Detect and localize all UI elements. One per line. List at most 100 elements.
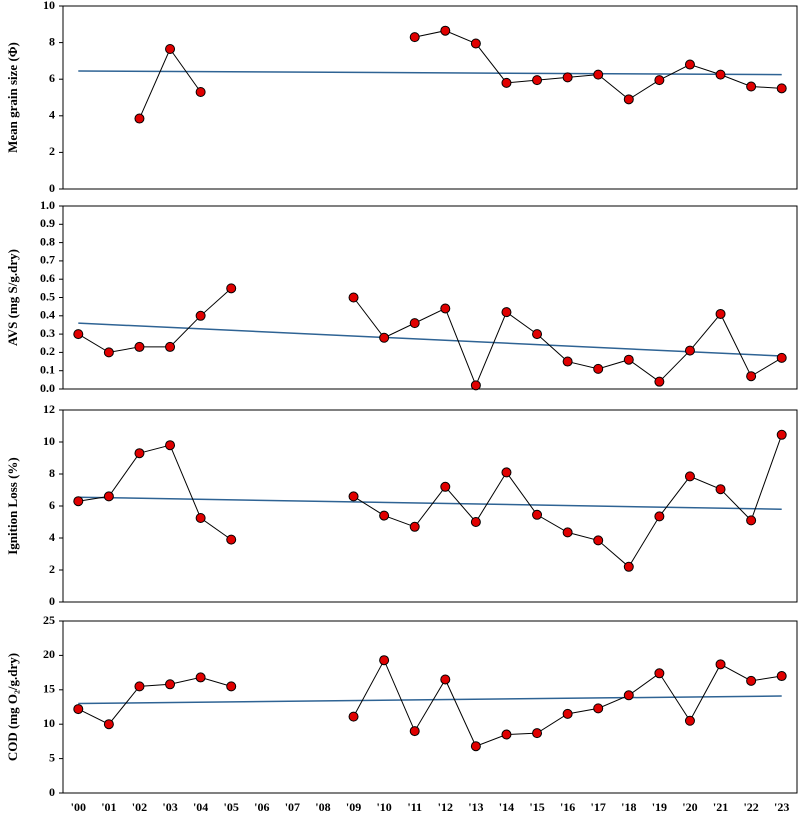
x-tick-label: '00 bbox=[71, 800, 86, 814]
data-point bbox=[623, 690, 634, 701]
data-point bbox=[715, 308, 726, 319]
x-tick-label: '18 bbox=[621, 800, 636, 814]
data-point bbox=[501, 467, 512, 478]
data-point bbox=[165, 341, 176, 352]
plot-frame bbox=[62, 5, 798, 190]
x-tick-label: '04 bbox=[193, 800, 208, 814]
y-axis-label: Mean grain size (Φ) bbox=[5, 42, 20, 153]
y-axis-label: AVS (mg S/g.dry) bbox=[5, 249, 20, 346]
x-tick-label: '16 bbox=[560, 800, 575, 814]
y-tick-label: 0.8 bbox=[40, 234, 55, 248]
data-point bbox=[165, 440, 176, 451]
data-point bbox=[623, 94, 634, 105]
x-tick-label: '13 bbox=[468, 800, 483, 814]
x-tick-label: '20 bbox=[682, 800, 697, 814]
x-tick-label: '17 bbox=[591, 800, 606, 814]
data-point bbox=[73, 329, 84, 340]
data-point bbox=[776, 671, 787, 682]
data-point bbox=[623, 561, 634, 572]
y-tick-label: 0.5 bbox=[40, 289, 55, 303]
data-point bbox=[532, 509, 543, 520]
data-line bbox=[78, 287, 782, 387]
data-point bbox=[776, 83, 787, 94]
data-point bbox=[654, 668, 665, 679]
data-point bbox=[379, 655, 390, 666]
data-point bbox=[684, 715, 695, 726]
y-tick-label: 10 bbox=[43, 0, 55, 12]
data-point bbox=[103, 719, 114, 730]
data-point bbox=[195, 87, 206, 98]
x-tick-label: '06 bbox=[254, 800, 269, 814]
y-tick-label: 0 bbox=[49, 181, 55, 195]
data-point bbox=[226, 534, 237, 545]
x-tick-label: '21 bbox=[713, 800, 728, 814]
y-tick-label: 0.7 bbox=[40, 253, 55, 267]
y-tick-label: 0.3 bbox=[40, 326, 55, 340]
data-point bbox=[73, 704, 84, 715]
data-point bbox=[593, 535, 604, 546]
data-point bbox=[532, 329, 543, 340]
trend-line bbox=[78, 70, 782, 76]
data-point bbox=[226, 283, 237, 294]
data-point bbox=[470, 517, 481, 527]
x-tick-label: '08 bbox=[315, 800, 330, 814]
y-tick-label: 5 bbox=[49, 750, 55, 764]
data-point bbox=[440, 303, 451, 314]
data-point bbox=[654, 376, 665, 387]
y-tick-label: 4 bbox=[49, 530, 55, 544]
data-point bbox=[134, 448, 145, 459]
data-point bbox=[470, 380, 481, 391]
data-point bbox=[409, 32, 420, 43]
data-point bbox=[684, 471, 695, 482]
data-point bbox=[501, 729, 512, 740]
data-point bbox=[593, 69, 604, 80]
x-tick-label: '05 bbox=[224, 800, 239, 814]
data-point bbox=[348, 711, 359, 722]
data-point bbox=[715, 484, 726, 495]
data-point bbox=[409, 318, 420, 329]
data-point bbox=[470, 38, 481, 49]
data-point bbox=[715, 659, 726, 670]
y-tick-label: 15 bbox=[43, 682, 55, 696]
y-tick-label: 0.1 bbox=[40, 362, 55, 376]
data-point bbox=[226, 681, 237, 692]
data-point bbox=[593, 703, 604, 714]
data-point bbox=[776, 429, 787, 440]
y-tick-label: 0.2 bbox=[40, 344, 55, 358]
y-axis-label: Ignition Loss (%) bbox=[5, 457, 20, 555]
y-tick-label: 8 bbox=[49, 34, 55, 48]
data-point bbox=[195, 672, 206, 683]
data-point bbox=[654, 75, 665, 86]
data-point bbox=[501, 77, 512, 88]
data-point bbox=[746, 371, 757, 382]
data-point bbox=[746, 81, 757, 92]
y-tick-label: 2 bbox=[49, 144, 55, 158]
data-point bbox=[409, 521, 420, 532]
data-point bbox=[134, 113, 145, 124]
data-point bbox=[501, 307, 512, 318]
y-tick-label: 0 bbox=[49, 594, 55, 608]
x-tick-label: '01 bbox=[101, 800, 116, 814]
plot-frame bbox=[62, 620, 798, 794]
data-point bbox=[165, 44, 176, 55]
data-point bbox=[623, 354, 634, 365]
x-tick-label: '23 bbox=[774, 800, 789, 814]
data-point bbox=[593, 363, 604, 374]
data-point bbox=[348, 491, 359, 502]
y-tick-label: 10 bbox=[43, 434, 55, 448]
x-tick-label: '07 bbox=[285, 800, 300, 814]
y-tick-label: 0.0 bbox=[40, 381, 55, 395]
data-point bbox=[73, 496, 84, 507]
y-tick-label: 6 bbox=[49, 498, 55, 512]
data-point bbox=[715, 69, 726, 80]
x-tick-label: '15 bbox=[529, 800, 544, 814]
x-tick-label: '14 bbox=[499, 800, 514, 814]
y-tick-label: 4 bbox=[49, 108, 55, 122]
y-tick-label: 0.4 bbox=[40, 308, 55, 322]
data-point bbox=[746, 515, 757, 526]
data-point bbox=[562, 356, 573, 367]
data-point bbox=[195, 310, 206, 321]
data-point bbox=[134, 681, 145, 692]
x-tick-label: '19 bbox=[652, 800, 667, 814]
